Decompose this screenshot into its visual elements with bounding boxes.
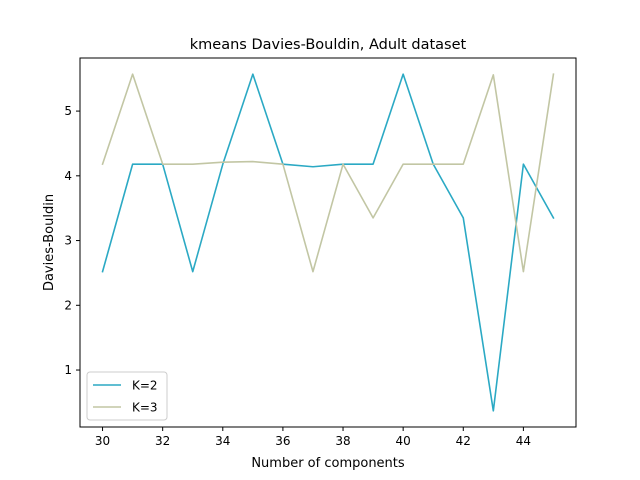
x-tick-label: 44 [516, 434, 531, 448]
x-tick-label: 30 [95, 434, 110, 448]
y-tick-label: 3 [64, 234, 72, 248]
y-tick-label: 1 [64, 363, 72, 377]
x-axis-label: Number of components [251, 456, 405, 471]
x-tick-label: 36 [275, 434, 290, 448]
x-tick-label: 40 [396, 434, 411, 448]
x-tick-label: 32 [155, 434, 170, 448]
series-layer [101, 73, 555, 412]
legend-box [86, 371, 168, 421]
plot-frame [79, 57, 577, 428]
x-tick-label: 38 [335, 434, 350, 448]
x-tick-label: 42 [456, 434, 471, 448]
y-axis-label: Davies-Bouldin [42, 194, 57, 291]
y-axis-ticks: 1 2 3 4 5 [64, 104, 80, 377]
x-tick-label: 34 [215, 434, 230, 448]
series-line-2 [101, 73, 555, 273]
series-line-1 [101, 73, 555, 412]
plot-area [79, 57, 577, 428]
y-tick-label: 2 [64, 298, 72, 312]
chart-title: kmeans Davies-Bouldin, Adult dataset [190, 37, 467, 53]
legend-label-2: K=3 [132, 401, 158, 415]
legend-label-1: K=2 [132, 379, 158, 393]
x-axis-ticks: 30 32 34 36 38 40 42 44 [95, 427, 531, 448]
legend: K=2 K=3 [86, 371, 168, 421]
y-tick-label: 4 [64, 169, 72, 183]
y-tick-label: 5 [64, 104, 72, 118]
